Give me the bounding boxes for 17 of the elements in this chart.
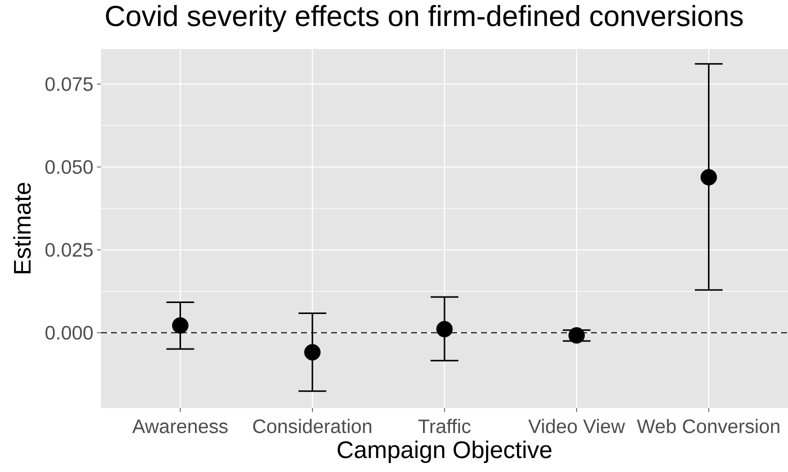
point [436, 320, 453, 338]
y-tick-label: 0.075 [45, 77, 93, 92]
x-tick-label: Video View [528, 418, 626, 434]
x-tick-label: Traffic [418, 418, 471, 434]
x-axis-title: Campaign Objective [338, 440, 552, 463]
point [700, 169, 717, 186]
y-axis-title: Estimate [13, 182, 31, 274]
y-tick-label: 0.050 [45, 160, 93, 174]
y-tick-label: 0.000 [45, 326, 93, 340]
y-tick-label: 0.025 [45, 242, 93, 257]
x-tick-label: Consideration [253, 418, 372, 434]
point [304, 344, 321, 361]
point [172, 317, 188, 334]
x-tick-label: Web Conversion [636, 418, 780, 434]
point [568, 327, 585, 344]
chart-title: Covid severity effects on firm-defined conversions [106, 5, 743, 32]
x-tick-label: Awareness [132, 420, 228, 434]
